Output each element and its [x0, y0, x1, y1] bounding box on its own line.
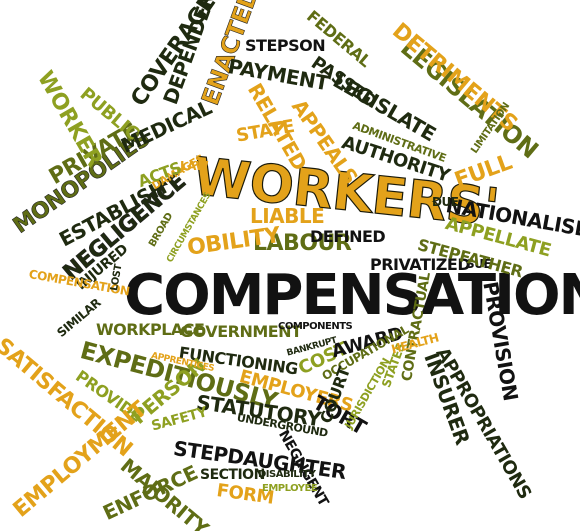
word-employee: EMPLOYEE	[262, 483, 318, 494]
word-components: COMPONENTS	[278, 321, 353, 332]
word-defined: DEFINED	[310, 227, 386, 246]
word-workplace: WORKPLACE	[96, 320, 205, 339]
word-section: SECTION	[200, 467, 265, 483]
word-compensation-main: COMPENSATION	[124, 263, 580, 328]
word-disability: DISABILITY	[258, 469, 316, 480]
word-law: LAW	[180, 159, 209, 173]
word-labour: LABOUR	[253, 231, 352, 256]
word-privatized: PRIVATIZED	[370, 255, 471, 274]
word-stepson: STEPSON	[245, 36, 326, 55]
word-liable: LIABLE	[250, 204, 325, 228]
word-sue: SUE	[466, 257, 492, 271]
word-government: GOVERNMENT	[180, 322, 302, 341]
word-due: DUE	[432, 195, 459, 209]
